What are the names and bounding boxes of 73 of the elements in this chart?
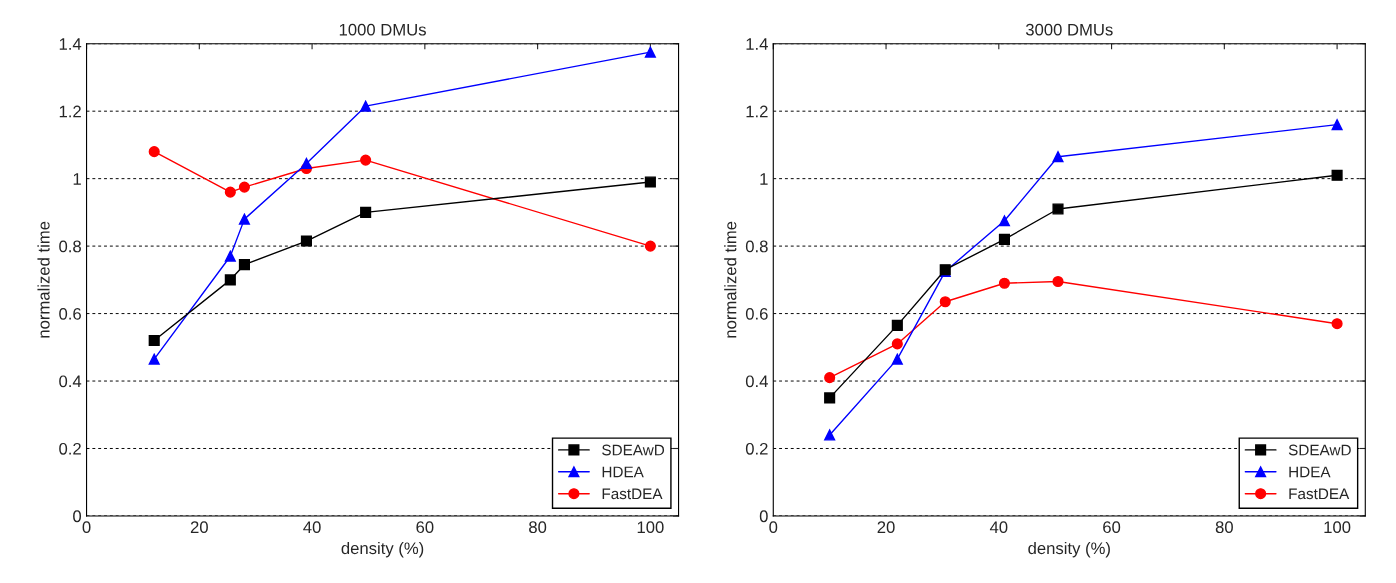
y-tick-label: 0.4 <box>59 375 82 388</box>
point <box>824 392 836 404</box>
legend-label: FastDEA <box>1289 488 1350 500</box>
point <box>1052 151 1064 163</box>
point <box>300 157 312 170</box>
y-tick-label: 0.2 <box>745 442 768 455</box>
chart-title: 1000 DMUs <box>339 23 426 36</box>
point <box>360 100 372 112</box>
x-tick-label: 20 <box>877 521 895 534</box>
point <box>891 319 903 331</box>
y-tick-label: 1.2 <box>59 105 81 118</box>
x-tick-label: 20 <box>190 521 208 534</box>
point <box>224 250 236 262</box>
point <box>148 146 160 158</box>
y-tick-label: 1.4 <box>59 38 82 50</box>
y-axis-title: normalized time <box>724 221 737 338</box>
point <box>998 215 1011 227</box>
point <box>238 181 250 193</box>
x-tick-label: 60 <box>1103 521 1121 534</box>
y-tick-label: 0.6 <box>745 307 768 320</box>
x-tick-label: 60 <box>416 521 434 534</box>
point <box>939 296 951 308</box>
point <box>300 235 312 247</box>
point <box>998 277 1011 289</box>
x-tick-label: 40 <box>303 521 321 534</box>
point <box>824 372 836 384</box>
point <box>360 206 372 218</box>
point <box>148 353 160 365</box>
y-axis-title: normalized time <box>37 221 50 338</box>
legend-label: SDEAwD <box>602 444 665 456</box>
x-tick-label: 0 <box>82 521 91 534</box>
legend-label: SDEAwD <box>1288 444 1351 456</box>
x-tick-label: 80 <box>529 521 547 534</box>
point <box>1331 169 1343 181</box>
x-tick-label: 100 <box>637 521 664 534</box>
point <box>891 338 903 350</box>
point <box>644 240 656 252</box>
point <box>224 186 236 198</box>
y-tick-label: 0.8 <box>745 240 768 253</box>
point <box>238 259 250 271</box>
y-tick-label: 0 <box>73 510 82 523</box>
y-tick-label: 1.2 <box>746 105 768 118</box>
point <box>891 353 903 365</box>
legend-label: HDEA <box>1289 466 1331 478</box>
point <box>1331 318 1343 330</box>
point <box>360 154 372 166</box>
x-tick-label: 40 <box>989 521 1008 534</box>
point <box>148 334 160 347</box>
y-tick-label: 0.6 <box>59 307 81 320</box>
x-tick-label: 80 <box>1215 521 1233 534</box>
x-tick-label: 100 <box>1324 521 1351 534</box>
point <box>1331 119 1343 131</box>
y-tick-label: 1 <box>760 173 768 185</box>
legend-label: FastDEA <box>602 488 663 500</box>
y-tick-label: 0 <box>759 510 768 523</box>
point <box>1052 203 1064 215</box>
y-tick-label: 0.4 <box>745 375 768 388</box>
point <box>824 429 836 441</box>
point <box>998 233 1011 245</box>
point <box>238 213 250 225</box>
y-tick-label: 0.8 <box>59 240 81 253</box>
y-tick-label: 1.4 <box>746 38 768 50</box>
legend-label: HDEA <box>602 466 644 478</box>
x-axis-title: density (%) <box>341 541 424 558</box>
point <box>644 46 656 58</box>
y-tick-label: 1 <box>73 173 81 185</box>
x-axis-title: density (%) <box>1028 541 1110 558</box>
point <box>644 176 656 188</box>
x-tick-label: 0 <box>769 521 778 534</box>
y-tick-label: 0.2 <box>59 442 81 455</box>
chart-title: 3000 DMUs <box>1025 23 1113 36</box>
point <box>1052 275 1064 288</box>
point <box>224 274 236 286</box>
